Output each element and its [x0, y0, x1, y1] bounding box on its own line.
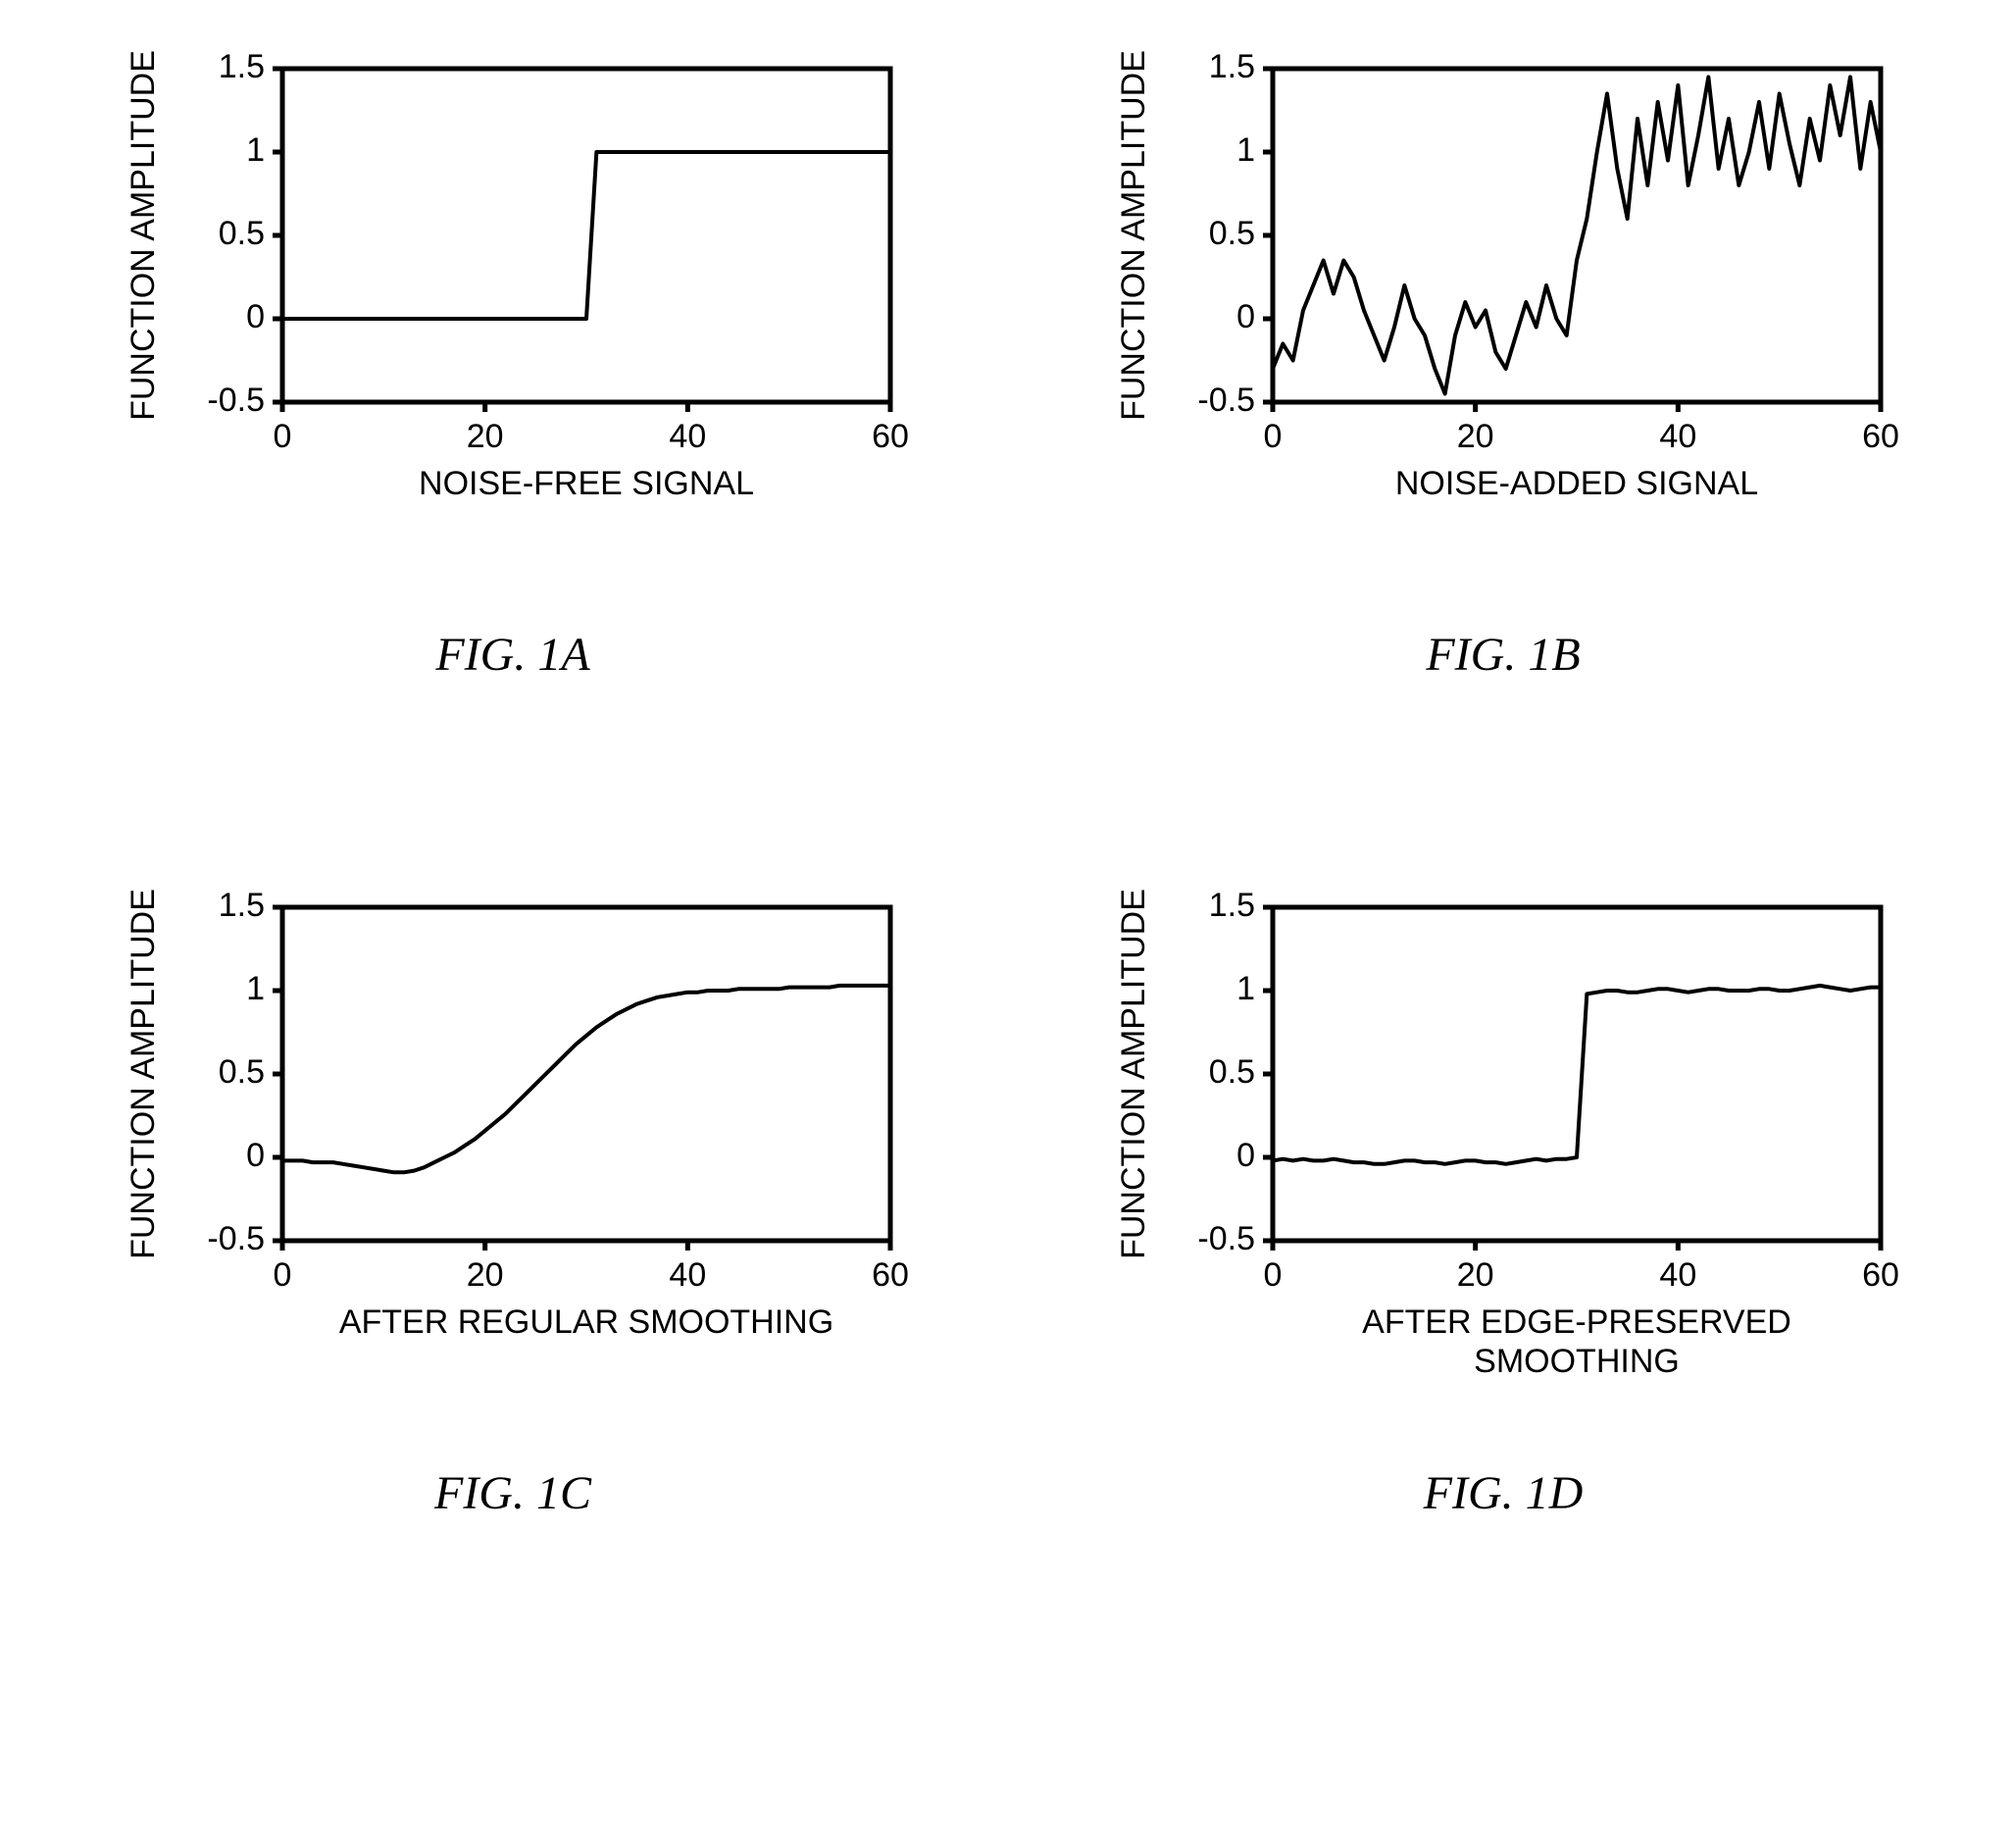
- xtick-label: 0: [1264, 418, 1283, 455]
- chart-c: -0.500.511.50204060FUNCTION AMPLITUDEAFT…: [106, 878, 920, 1427]
- ytick-label: 0: [1236, 298, 1255, 335]
- series-line: [1273, 77, 1881, 394]
- ytick-label: 0.5: [219, 1053, 265, 1091]
- chart-svg: -0.500.511.50204060FUNCTION AMPLITUDENOI…: [106, 39, 920, 588]
- ytick-label: 1: [1236, 131, 1255, 169]
- xtick-label: 40: [669, 1256, 706, 1294]
- xtick-label: 20: [1457, 1256, 1494, 1294]
- ytick-label: 0: [1236, 1137, 1255, 1174]
- ytick-label: 1.5: [1209, 887, 1255, 924]
- chart-a: -0.500.511.50204060FUNCTION AMPLITUDENOI…: [106, 39, 920, 588]
- panel-d: -0.500.511.50204060FUNCTION AMPLITUDEAFT…: [1067, 878, 1940, 1520]
- xtick-label: 0: [1264, 1256, 1283, 1294]
- panel-c: -0.500.511.50204060FUNCTION AMPLITUDEAFT…: [76, 878, 949, 1520]
- plot-box: [1273, 907, 1881, 1241]
- xtick-label: 20: [467, 418, 504, 455]
- xlabel: NOISE-ADDED SIGNAL: [1395, 465, 1758, 502]
- xlabel: AFTER REGULAR SMOOTHING: [339, 1303, 833, 1341]
- ytick-label: 0: [246, 1137, 265, 1174]
- xtick-label: 40: [1659, 1256, 1696, 1294]
- caption-a: FIG. 1A: [435, 628, 589, 682]
- ytick-label: 0: [246, 298, 265, 335]
- panel-a: -0.500.511.50204060FUNCTION AMPLITUDENOI…: [76, 39, 949, 682]
- chart-svg: -0.500.511.50204060FUNCTION AMPLITUDEAFT…: [1096, 878, 1910, 1427]
- ytick-label: 1: [246, 131, 265, 169]
- ytick-label: 0.5: [219, 215, 265, 252]
- ytick-label: -0.5: [207, 382, 265, 419]
- ytick-label: 1.5: [219, 48, 265, 85]
- xtick-label: 0: [274, 1256, 292, 1294]
- ytick-label: -0.5: [1197, 1220, 1255, 1257]
- plot-box: [282, 69, 890, 402]
- chart-b: -0.500.511.50204060FUNCTION AMPLITUDENOI…: [1096, 39, 1910, 588]
- chart-svg: -0.500.511.50204060FUNCTION AMPLITUDEAFT…: [106, 878, 920, 1427]
- xtick-label: 20: [1457, 418, 1494, 455]
- ytick-label: -0.5: [207, 1220, 265, 1257]
- caption-b: FIG. 1B: [1426, 628, 1580, 682]
- ytick-label: 0.5: [1209, 1053, 1255, 1091]
- series-line: [282, 986, 890, 1172]
- ylabel: FUNCTION AMPLITUDE: [125, 50, 162, 421]
- series-line: [1273, 986, 1881, 1164]
- chart-d: -0.500.511.50204060FUNCTION AMPLITUDEAFT…: [1096, 878, 1910, 1427]
- xtick-label: 40: [669, 418, 706, 455]
- xtick-label: 0: [274, 418, 292, 455]
- xlabel: AFTER EDGE-PRESERVED: [1362, 1303, 1791, 1341]
- ytick-label: 1.5: [219, 887, 265, 924]
- ytick-label: 0.5: [1209, 215, 1255, 252]
- ylabel: FUNCTION AMPLITUDE: [1115, 50, 1152, 421]
- xlabel: NOISE-FREE SIGNAL: [419, 465, 754, 502]
- ylabel: FUNCTION AMPLITUDE: [1115, 889, 1152, 1259]
- xtick-label: 20: [467, 1256, 504, 1294]
- xtick-label: 60: [1862, 418, 1899, 455]
- plot-box: [282, 907, 890, 1241]
- chart-svg: -0.500.511.50204060FUNCTION AMPLITUDENOI…: [1096, 39, 1910, 588]
- xlabel-line2: SMOOTHING: [1474, 1343, 1680, 1380]
- ytick-label: 1: [1236, 970, 1255, 1007]
- caption-c: FIG. 1C: [434, 1466, 591, 1520]
- ytick-label: 1.5: [1209, 48, 1255, 85]
- ytick-label: -0.5: [1197, 382, 1255, 419]
- ylabel: FUNCTION AMPLITUDE: [125, 889, 162, 1259]
- series-line: [282, 152, 890, 319]
- ytick-label: 1: [246, 970, 265, 1007]
- xtick-label: 60: [872, 1256, 909, 1294]
- plot-box: [1273, 69, 1881, 402]
- xtick-label: 40: [1659, 418, 1696, 455]
- caption-d: FIG. 1D: [1424, 1466, 1584, 1520]
- figure-grid: -0.500.511.50204060FUNCTION AMPLITUDENOI…: [76, 39, 1940, 1520]
- panel-b: -0.500.511.50204060FUNCTION AMPLITUDENOI…: [1067, 39, 1940, 682]
- xtick-label: 60: [1862, 1256, 1899, 1294]
- xtick-label: 60: [872, 418, 909, 455]
